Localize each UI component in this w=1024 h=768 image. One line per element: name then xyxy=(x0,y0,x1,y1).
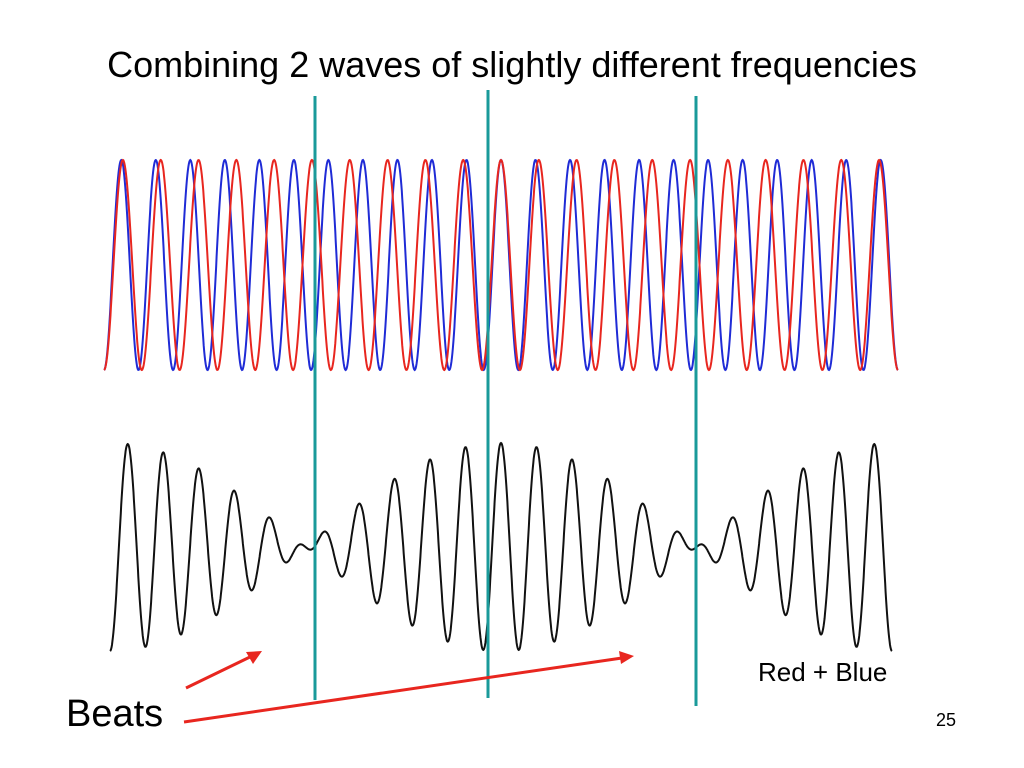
arrow-to-second-beat xyxy=(183,656,623,724)
arrow-to-first-beat xyxy=(185,654,253,690)
beats-label: Beats xyxy=(66,693,164,735)
overlaid-waves xyxy=(103,158,899,372)
sum-label: Red + Blue xyxy=(758,657,888,687)
slide-number: 25 xyxy=(936,710,957,730)
arrowhead-icon xyxy=(246,651,262,664)
red-wave xyxy=(103,158,899,372)
slide-title: Combining 2 waves of slightly different … xyxy=(107,44,917,85)
arrowhead-icon xyxy=(619,651,634,664)
beat-arrows xyxy=(183,651,634,724)
sum-wave xyxy=(109,441,893,652)
